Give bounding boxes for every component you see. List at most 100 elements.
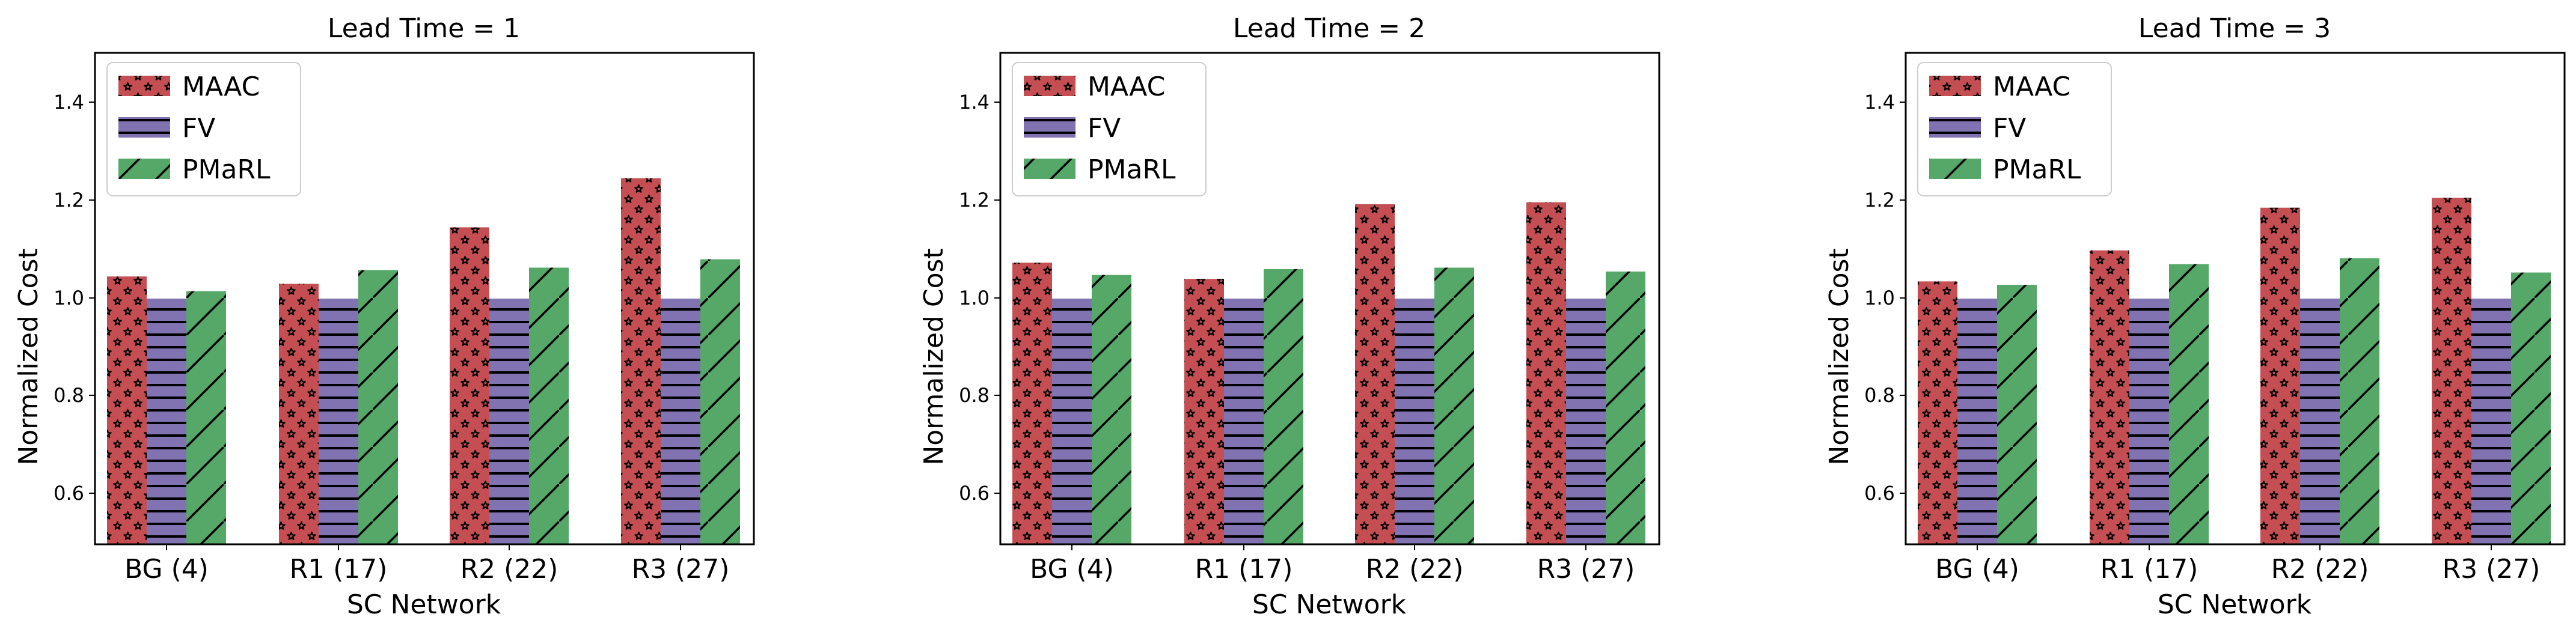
bar-fv-4	[1566, 299, 1606, 544]
bar-fv-3	[489, 299, 529, 544]
y-tick-label: 0.8	[1864, 384, 1895, 407]
bars	[1012, 202, 1645, 544]
bar-fv-3	[2300, 299, 2340, 544]
legend: MAAC FV PMaRL	[1917, 62, 2112, 196]
legend-label-pmarl: PMaRL	[182, 154, 271, 185]
bar-pmarl-1	[1997, 285, 2037, 544]
x-ticks: BG (4) R1 (17) R2 (22) R3 (27)	[1030, 544, 1635, 585]
y-tick-label: 1.2	[1864, 189, 1895, 211]
legend-swatch-maac	[1024, 76, 1075, 96]
bar-fv-2	[2129, 299, 2169, 544]
bar-pmarl-1	[186, 291, 226, 544]
bar-pmarl-3	[529, 267, 569, 544]
bar-fv-4	[2471, 299, 2511, 544]
y-tick-label: 1.0	[959, 287, 990, 309]
legend-label-maac: MAAC	[182, 71, 260, 102]
x-axis-label: SC Network	[347, 589, 501, 620]
bar-fv-2	[319, 299, 358, 544]
chart-panel-1: Lead Time = 1 Normalized Cost SC Network…	[13, 13, 755, 620]
bar-fv-1	[1957, 299, 1997, 544]
x-tick-label: R1 (17)	[290, 554, 388, 585]
legend-swatch-maac	[118, 76, 170, 96]
legend-label-pmarl: PMaRL	[1993, 154, 2081, 185]
x-tick-label: BG (4)	[1030, 554, 1114, 585]
x-tick-label: BG (4)	[1935, 554, 2019, 585]
legend-swatch-fv	[1024, 117, 1075, 138]
bar-maac-3	[1355, 204, 1395, 544]
legend-label-fv: FV	[1088, 113, 1121, 144]
bar-pmarl-3	[2340, 258, 2379, 544]
legend-swatch-fv	[118, 117, 170, 138]
y-tick-label: 1.2	[959, 189, 990, 211]
bar-maac-2	[279, 284, 319, 544]
plot-frame	[1904, 52, 2566, 545]
legend-label-maac: MAAC	[1088, 71, 1165, 102]
bar-fv-2	[1224, 299, 1264, 544]
x-tick-label: R2 (22)	[2271, 554, 2369, 585]
y-ticks: 0.6 0.8 1.0 1.2 1.4	[1864, 91, 1906, 505]
bar-maac-3	[450, 227, 489, 544]
legend-label-maac: MAAC	[1993, 71, 2070, 102]
x-tick-label: R2 (22)	[460, 554, 558, 585]
bar-maac-1	[1012, 263, 1052, 544]
x-ticks: BG (4) R1 (17) R2 (22) R3 (27)	[1935, 544, 2540, 585]
chart-title: Lead Time = 2	[1233, 13, 1425, 44]
y-tick-label: 1.0	[54, 287, 84, 309]
chart-panel-2: Lead Time = 2 Normalized Cost SC Network…	[919, 13, 1660, 620]
legend-swatch-pmarl	[1024, 159, 1075, 179]
x-ticks: BG (4) R1 (17) R2 (22) R3 (27)	[124, 544, 729, 585]
bar-maac-3	[2260, 207, 2300, 544]
chart-title: Lead Time = 1	[328, 13, 520, 44]
bar-maac-1	[107, 276, 147, 544]
chart-title: Lead Time = 3	[2138, 13, 2331, 44]
legend-label-pmarl: PMaRL	[1088, 154, 1176, 185]
y-axis-label: Normalized Cost	[13, 248, 44, 465]
bar-fv-3	[1395, 299, 1434, 544]
x-tick-label: R2 (22)	[1366, 554, 1464, 585]
legend-label-fv: FV	[182, 113, 215, 144]
bar-maac-2	[1184, 279, 1224, 544]
legend-swatch-pmarl	[1929, 159, 1981, 179]
legend: MAAC FV PMaRL	[106, 62, 301, 196]
legend-swatch-pmarl	[118, 159, 170, 179]
chart-panel-3: Lead Time = 3 Normalized Cost SC Network…	[1824, 13, 2566, 620]
bar-maac-4	[2432, 198, 2471, 544]
bar-pmarl-2	[358, 270, 398, 544]
x-axis-label: SC Network	[2158, 589, 2312, 620]
y-axis-label: Normalized Cost	[1824, 248, 1855, 465]
bar-fv-1	[1052, 299, 1092, 544]
y-tick-label: 0.6	[1864, 482, 1895, 505]
legend-swatch-fv	[1929, 117, 1981, 138]
bars	[107, 178, 740, 545]
bar-pmarl-4	[1606, 272, 1645, 544]
bar-pmarl-2	[1264, 269, 1303, 544]
plot-frame	[94, 52, 755, 545]
bar-fv-1	[147, 299, 186, 544]
bar-pmarl-2	[2169, 264, 2209, 544]
y-tick-label: 0.6	[959, 482, 990, 505]
bar-maac-2	[2090, 250, 2129, 544]
y-tick-label: 1.4	[54, 91, 84, 114]
bar-fv-4	[661, 299, 700, 544]
x-tick-label: R1 (17)	[1195, 554, 1293, 585]
legend: MAAC FV PMaRL	[1012, 62, 1207, 196]
x-tick-label: BG (4)	[124, 554, 209, 585]
bar-pmarl-3	[1434, 267, 1474, 544]
y-ticks: 0.6 0.8 1.0 1.2 1.4	[54, 91, 95, 505]
y-tick-label: 1.2	[54, 189, 84, 211]
x-tick-label: R3 (27)	[1537, 554, 1635, 585]
y-tick-label: 0.8	[54, 384, 84, 407]
legend-swatch-maac	[1929, 76, 1981, 96]
bar-pmarl-1	[1092, 275, 1131, 544]
bar-maac-1	[1918, 281, 1957, 544]
y-tick-label: 1.0	[1864, 287, 1895, 309]
y-axis-label: Normalized Cost	[919, 248, 949, 465]
y-tick-label: 1.4	[1864, 91, 1895, 114]
bar-pmarl-4	[700, 259, 740, 544]
x-tick-label: R3 (27)	[2443, 554, 2541, 585]
bar-pmarl-4	[2511, 272, 2551, 544]
legend-label-fv: FV	[1993, 113, 2026, 144]
x-tick-label: R1 (17)	[2100, 554, 2198, 585]
bars	[1918, 198, 2551, 544]
